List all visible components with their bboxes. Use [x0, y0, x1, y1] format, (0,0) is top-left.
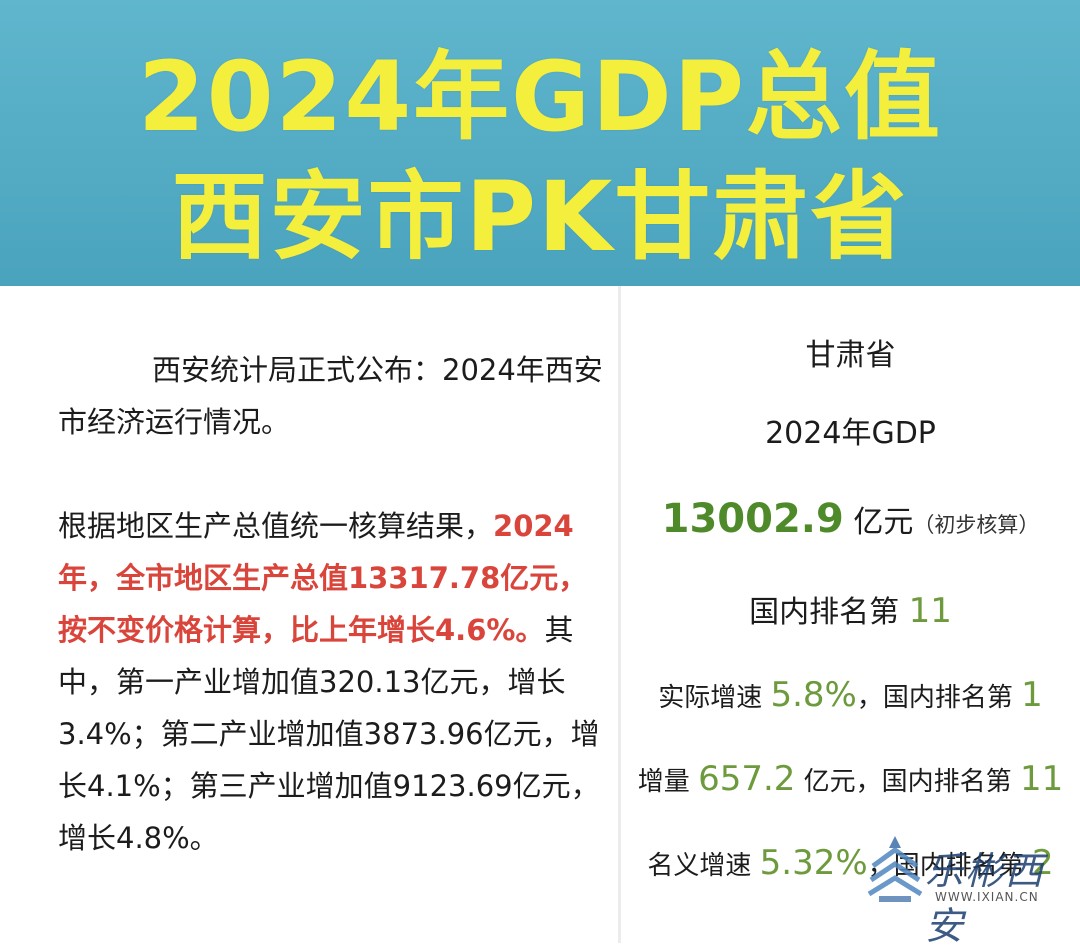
gdp-detail-intro: 根据地区生产总值统一核算结果， — [58, 509, 494, 543]
increment-line: 增量 657.2 亿元，国内排名第 11 — [621, 754, 1080, 807]
speed-rank-label: ，国内排名第 — [856, 683, 1013, 713]
inc-label: 增量 — [637, 767, 690, 797]
gdp-detail-rest: 其中，第一产业增加值320.13亿元，增长3.4%；第二产业增加值3873.96… — [58, 613, 600, 855]
nominal-value: 5.32% — [759, 843, 868, 883]
watermark-text: 乐彬西安 — [925, 849, 1046, 948]
intro-paragraph: 西安统计局正式公布：2024年西安市经济运行情况。 — [58, 353, 603, 439]
speed-rank-value: 1 — [1021, 675, 1043, 715]
province-name: 甘肃省 — [805, 338, 896, 373]
header-banner: 2024年GDP总值 西安市PK甘肃省 — [0, 0, 1080, 286]
page-title-line2: 西安市PK甘肃省 — [171, 161, 909, 273]
gdp-detail-highlight: 2024年，全市地区生产总值13317.78亿元，按不变价格计算，比上年增长4.… — [58, 509, 588, 647]
speed-value: 5.8% — [770, 675, 857, 715]
real-growth-line: 实际增速 5.8%，国内排名第 1 — [621, 670, 1080, 723]
page-title-line1: 2024年GDP总值 — [137, 41, 943, 153]
gdp-value: 13002.9 — [661, 496, 844, 542]
gdp-unit: 亿元 — [853, 505, 914, 540]
gansu-panel: 甘肃省 2024年GDP 13002.9 亿元（初步核算） 国内排名第 11 实… — [621, 286, 1080, 943]
inc-rank-value: 11 — [1019, 759, 1064, 799]
watermark-url: WWW.IXIAN.CN — [935, 890, 1039, 904]
gdp-detail-paragraph: 根据地区生产总值统一核算结果，2024年，全市地区生产总值13317.78亿元，… — [58, 500, 603, 864]
gdp-note: （初步核算） — [913, 513, 1040, 537]
gdp-year-label: 2024年GDP — [765, 416, 936, 451]
speed-label: 实际增速 — [658, 683, 763, 713]
watermark: 乐彬西安 WWW.IXIAN.CN — [865, 832, 1065, 948]
rank-value: 11 — [908, 591, 952, 631]
inc-value: 657.2 — [698, 759, 796, 799]
gdp-value-line: 13002.9 亿元（初步核算） — [621, 494, 1080, 550]
nominal-label: 名义增速 — [647, 851, 752, 881]
pagoda-logo-icon — [867, 836, 923, 902]
rank-label: 国内排名第 — [749, 595, 900, 630]
xian-panel: 西安统计局正式公布：2024年西安市经济运行情况。 根据地区生产总值统一核算结果… — [0, 286, 618, 943]
nominal-growth-line: 名义增速 5.32%，国内排名第 2 — [621, 838, 1080, 891]
column-divider — [618, 286, 621, 943]
nominal-rank-value: 2 — [1031, 843, 1054, 883]
domestic-rank-line: 国内排名第 11 — [621, 586, 1080, 638]
inc-unit: 亿元，国内排名第 — [803, 767, 1012, 797]
